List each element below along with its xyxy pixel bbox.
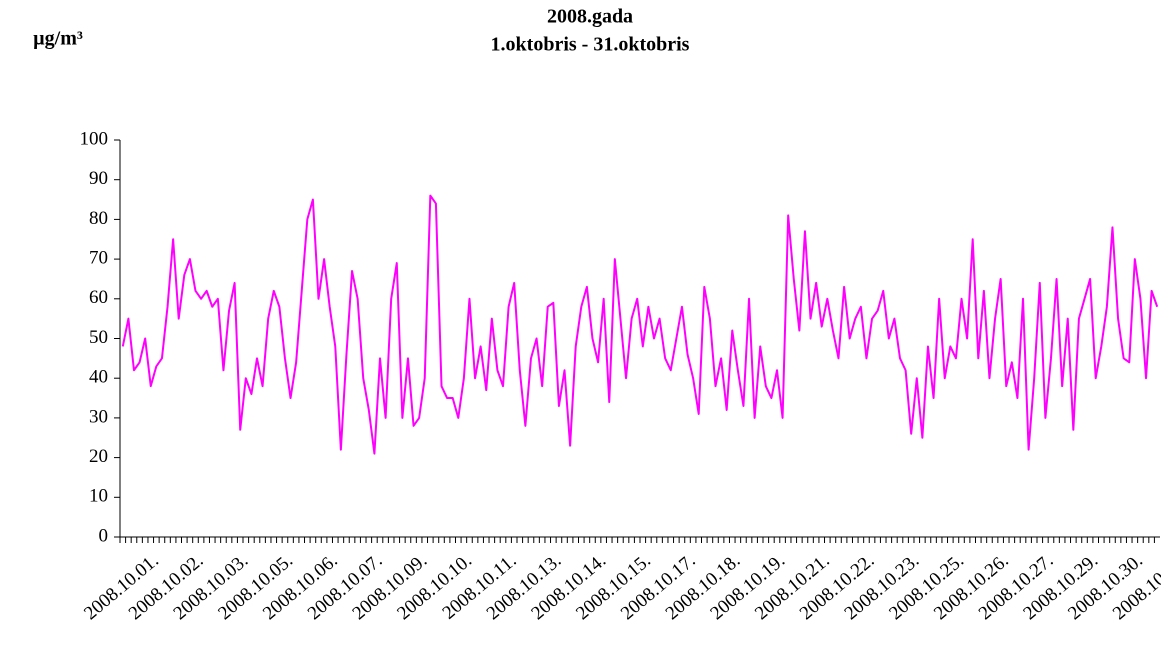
y-tick-label: 80 — [89, 208, 108, 229]
y-tick-label: 60 — [89, 287, 108, 308]
data-line — [121, 194, 1159, 455]
chart-title: 2008.gada — [547, 6, 633, 28]
chart-subtitle: 1.oktobris - 31.oktobris — [491, 34, 690, 56]
y-tick-label: 30 — [89, 406, 108, 427]
y-tick-label: 70 — [89, 247, 108, 268]
y-axis-label: µg/m³ — [33, 28, 83, 50]
y-tick-label: 40 — [89, 367, 108, 388]
y-tick-label: 50 — [89, 327, 108, 348]
y-tick-label: 0 — [99, 525, 109, 546]
y-tick-label: 20 — [89, 446, 108, 467]
y-tick-label: 10 — [89, 486, 108, 507]
y-tick-label: 90 — [89, 168, 108, 189]
y-tick-label: 100 — [80, 128, 109, 149]
